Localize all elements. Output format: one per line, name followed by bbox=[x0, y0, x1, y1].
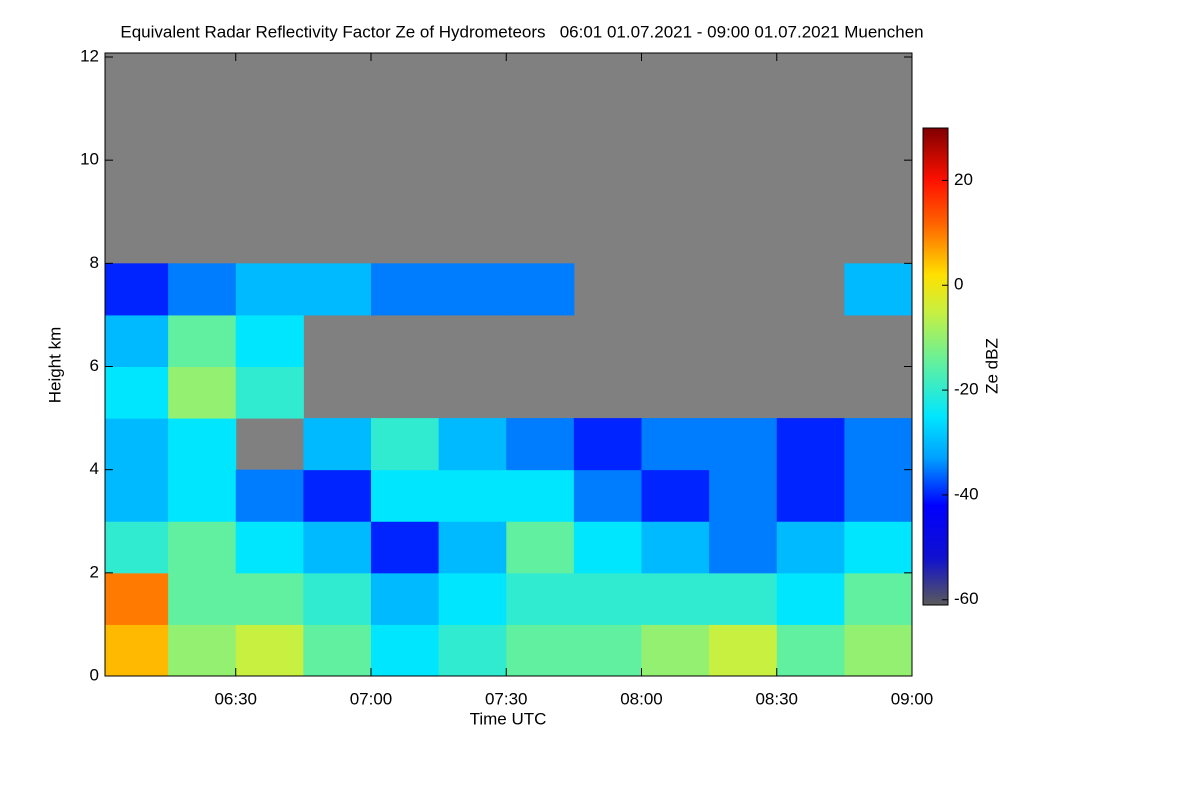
colorbar-tick-label: 20 bbox=[954, 170, 973, 189]
heat-cell bbox=[370, 418, 440, 471]
heat-cell bbox=[776, 418, 845, 471]
y-tick-label: 10 bbox=[80, 150, 99, 169]
heat-cell bbox=[506, 418, 575, 471]
heat-cell bbox=[844, 263, 913, 316]
heat-cell bbox=[370, 263, 440, 316]
heat-cell bbox=[641, 572, 710, 625]
heat-cell bbox=[438, 418, 507, 471]
heat-cell bbox=[235, 469, 304, 522]
heat-cell bbox=[235, 314, 304, 367]
heat-cell bbox=[168, 418, 237, 471]
heat-cell bbox=[105, 469, 169, 522]
heat-cell bbox=[776, 521, 845, 574]
heat-cell bbox=[303, 521, 372, 574]
heat-cell bbox=[438, 521, 507, 574]
heat-cell bbox=[573, 624, 642, 677]
heat-cell bbox=[235, 366, 304, 419]
colorbar bbox=[922, 127, 949, 606]
heat-cell bbox=[168, 314, 237, 367]
heat-cell bbox=[776, 624, 845, 677]
heat-cell bbox=[168, 469, 237, 522]
x-tick-label: 07:30 bbox=[485, 689, 528, 708]
heat-cell bbox=[573, 572, 642, 625]
y-tick-label: 6 bbox=[90, 356, 99, 375]
heat-cell bbox=[303, 263, 372, 316]
heat-cell bbox=[168, 624, 237, 677]
heat-cell bbox=[506, 263, 575, 316]
colorbar-tick-label: -60 bbox=[954, 589, 979, 608]
heat-cell bbox=[709, 469, 778, 522]
x-tick-label: 08:30 bbox=[755, 689, 798, 708]
heat-cell bbox=[370, 572, 440, 625]
heat-cell bbox=[105, 418, 169, 471]
heat-cell bbox=[506, 624, 575, 677]
heat-cell bbox=[303, 469, 372, 522]
heat-cell bbox=[506, 469, 575, 522]
heat-cell bbox=[105, 314, 169, 367]
y-tick-label: 2 bbox=[90, 562, 99, 581]
x-tick-label: 08:00 bbox=[620, 689, 663, 708]
heat-cell bbox=[709, 572, 778, 625]
x-tick-label: 06:30 bbox=[214, 689, 257, 708]
heat-cell bbox=[303, 624, 372, 677]
heat-cell bbox=[844, 624, 913, 677]
y-tick-label: 8 bbox=[90, 253, 99, 272]
x-axis-label: Time UTC bbox=[470, 709, 547, 728]
heat-cell bbox=[105, 521, 169, 574]
heat-cell bbox=[844, 418, 913, 471]
heat-cell bbox=[844, 572, 913, 625]
heat-cell bbox=[370, 469, 440, 522]
heat-cell bbox=[235, 624, 304, 677]
heat-cell bbox=[709, 521, 778, 574]
heat-cell bbox=[303, 572, 372, 625]
heat-cell bbox=[370, 624, 440, 677]
heat-cell bbox=[641, 469, 710, 522]
colorbar-tick-label: 0 bbox=[954, 275, 963, 294]
x-tick-label: 07:00 bbox=[350, 689, 393, 708]
colorbar-label: Ze dBZ bbox=[982, 338, 1001, 394]
heat-cell bbox=[573, 469, 642, 522]
heat-cell bbox=[438, 572, 507, 625]
heat-cell bbox=[303, 418, 372, 471]
heat-cell bbox=[235, 572, 304, 625]
heat-cell bbox=[168, 521, 237, 574]
heat-cell bbox=[235, 263, 304, 316]
heat-cell bbox=[573, 418, 642, 471]
y-tick-label: 0 bbox=[90, 665, 99, 684]
heat-cell bbox=[641, 418, 710, 471]
heat-cell bbox=[438, 624, 507, 677]
heat-cell bbox=[105, 366, 169, 419]
heat-cell bbox=[506, 521, 575, 574]
heat-cell bbox=[168, 263, 237, 316]
heat-cell bbox=[105, 263, 169, 316]
heat-cell bbox=[776, 572, 845, 625]
heat-cell bbox=[844, 469, 913, 522]
chart-title: Equivalent Radar Reflectivity Factor Ze … bbox=[120, 22, 923, 41]
y-axis-label: Height km bbox=[45, 327, 64, 404]
heat-cell bbox=[105, 624, 169, 677]
heat-cell bbox=[168, 366, 237, 419]
heat-cell bbox=[370, 521, 440, 574]
heat-cell bbox=[709, 418, 778, 471]
heat-cell bbox=[844, 521, 913, 574]
colorbar-tick-label: -20 bbox=[954, 380, 979, 399]
heat-cell bbox=[573, 521, 642, 574]
heat-cell bbox=[168, 572, 237, 625]
heat-cell bbox=[438, 469, 507, 522]
heat-cell bbox=[105, 572, 169, 625]
heat-cell bbox=[506, 572, 575, 625]
heat-cell bbox=[709, 624, 778, 677]
y-tick-label: 4 bbox=[90, 459, 99, 478]
heat-cell bbox=[438, 263, 507, 316]
heat-cell bbox=[235, 521, 304, 574]
colorbar-tick-label: -40 bbox=[954, 484, 979, 503]
x-tick-label: 09:00 bbox=[891, 689, 934, 708]
heat-cell bbox=[776, 469, 845, 522]
plot-frame bbox=[104, 52, 913, 677]
heat-cell bbox=[641, 624, 710, 677]
y-tick-label: 12 bbox=[80, 46, 99, 65]
heat-cell bbox=[641, 521, 710, 574]
